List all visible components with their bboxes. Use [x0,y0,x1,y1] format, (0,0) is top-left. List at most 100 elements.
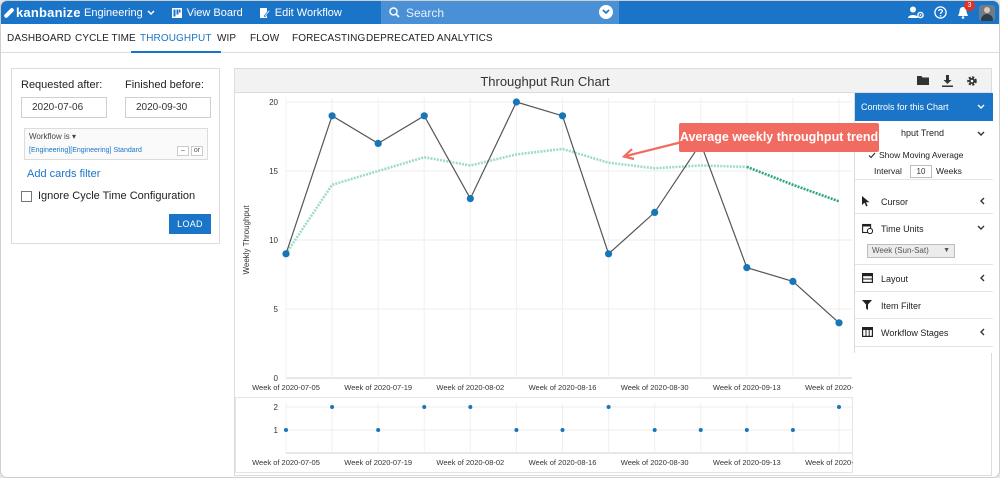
navigator-x-tick-label: Week of 2020-07-05 [252,458,320,467]
navigator-y-tick-label: 2 [274,403,279,412]
navigator-point [422,405,427,409]
chevron-left-icon [980,328,985,336]
tab-throughput[interactable]: THROUGHPUT [131,24,221,53]
brand-logo[interactable]: kanbanize [1,5,81,20]
workflow-stages-section[interactable]: Workflow Stages [855,319,993,347]
finished-before-label: Finished before: [125,79,204,91]
throughput-trend-label: hput Trend [901,128,945,138]
throughput-point [512,98,521,106]
workspace-label: Engineering [84,6,143,19]
time-units-label: Time Units [881,224,924,234]
search-dropdown-button[interactable] [599,5,613,19]
weeks-label: Weeks [936,166,962,176]
admin-settings-button[interactable] [908,6,924,19]
throughput-point [743,264,751,272]
search-bar[interactable] [381,1,619,24]
chevron-down-icon [977,104,985,109]
analytics-tabs: DASHBOARD CYCLE TIME THROUGHPUT WIP FLOW… [1,24,999,53]
item-filter-label: Item Filter [881,301,922,311]
navigator-x-tick-label: Week of 2020-08-02 [436,458,504,467]
y-tick-label: 0 [274,374,279,383]
tab-deprecated-analytics[interactable]: DEPRECATED ANALYTICS [366,33,493,44]
navigator-point [560,428,565,432]
notifications-button[interactable]: 3 [957,1,975,19]
y-axis-label: Weekly Throughput [242,205,251,275]
throughput-point [651,208,659,216]
top-right-actions: 3 [908,1,999,24]
workflow-remove-button[interactable]: – [177,146,189,156]
workflow-or-button[interactable]: or [191,146,203,156]
notifications-badge: 3 [964,1,975,11]
add-cards-filter-link[interactable]: Add cards filter [27,168,101,180]
navigator-point [376,428,381,432]
ignore-cycle-time-option[interactable]: Ignore Cycle Time Configuration [21,190,195,202]
throughput-point [282,250,290,258]
trend-annotation-callout: Average weekly throughput trend [679,123,879,152]
layout-label: Layout [881,274,909,284]
filter-panel: Requested after: Finished before: Workfl… [11,68,220,244]
throughput-point [604,250,613,258]
requested-after-label: Requested after: [21,79,103,91]
y-tick-label: 10 [269,236,278,245]
tab-cycle-time[interactable]: CYCLE TIME [75,33,136,44]
requested-after-input[interactable] [21,97,107,118]
navigator-point [284,428,288,432]
time-units-select[interactable]: Week (Sun-Sat) ▼ [867,244,955,258]
chart-header: Throughput Run Chart [235,69,991,93]
load-button[interactable]: LOAD [169,214,211,234]
cursor-section[interactable]: Cursor [855,188,993,214]
navigator-point [330,405,335,409]
kanbanize-logo-icon [3,6,15,19]
navigator-x-tick-label: Week of 2020-08-30 [621,458,689,467]
moving-average-trend-line [284,147,747,255]
navigator-point [606,405,611,409]
chevron-down-icon [602,9,610,15]
x-tick-label: Week of 2020-07-19 [344,383,412,392]
workflow-stages-label: Workflow Stages [881,328,949,338]
tab-forecasting[interactable]: FORECASTING [292,33,366,44]
throughput-run-chart: 0 5 10 15 20 Week of 2020-07-05 Week of 2020-0… [242,98,853,392]
edit-workflow-icon [259,7,270,18]
chart-controls-panel: Controls for this Chart hput Trend Show … [854,93,993,353]
select-caret-icon: ▼ [943,247,950,254]
x-tick-label: Week of 2020-09-27 [805,383,853,392]
tab-dashboard[interactable]: DASHBOARD [7,33,72,44]
workspace-selector[interactable]: Engineering [84,7,155,19]
chevron-down-icon[interactable] [977,131,985,137]
gear-icon[interactable] [966,75,978,87]
cursor-label: Cursor [881,197,909,207]
help-button[interactable] [934,6,947,19]
interval-label: Interval [874,166,902,176]
throughput-point [835,319,843,327]
search-input[interactable] [406,5,586,20]
navigator-point [698,428,703,432]
tab-wip[interactable]: WIP [217,33,237,44]
workflow-filter[interactable]: Workflow is ▾ [Engineering][Engineering]… [24,128,208,160]
layout-section[interactable]: Layout [855,265,993,292]
download-icon[interactable] [942,75,953,87]
annotation-arrow-icon [621,140,683,161]
chart-title: Throughput Run Chart [480,74,610,89]
show-moving-average-option[interactable]: Show Moving Average [868,150,963,160]
navigator-point [514,428,519,432]
brand-name: kanbanize [16,5,81,20]
controls-header[interactable]: Controls for this Chart [855,93,993,121]
help-icon [934,6,947,19]
x-tick-label: Week of 2020-08-16 [529,383,597,392]
tab-flow[interactable]: FLOW [250,33,280,44]
edit-workflow-link[interactable]: Edit Workflow [259,7,342,19]
ignore-cycle-time-label: Ignore Cycle Time Configuration [38,190,196,202]
item-filter-section[interactable]: Item Filter [855,292,993,319]
chevron-down-icon[interactable] [977,225,985,231]
ignore-cycle-time-checkbox[interactable] [21,190,32,202]
folder-icon[interactable] [917,75,929,86]
interval-input[interactable]: 10 [910,165,932,178]
finished-before-input[interactable] [125,97,211,118]
x-tick-label: Week of 2020-08-30 [621,383,689,392]
workflow-filter-title: Workflow is ▾ [29,132,76,141]
user-avatar[interactable] [979,4,995,21]
filter-icon [862,300,872,310]
throughput-trend-section: hput Trend Show Moving Average Interval … [855,121,993,180]
throughput-point [466,195,474,203]
view-board-link[interactable]: View Board [171,7,243,19]
